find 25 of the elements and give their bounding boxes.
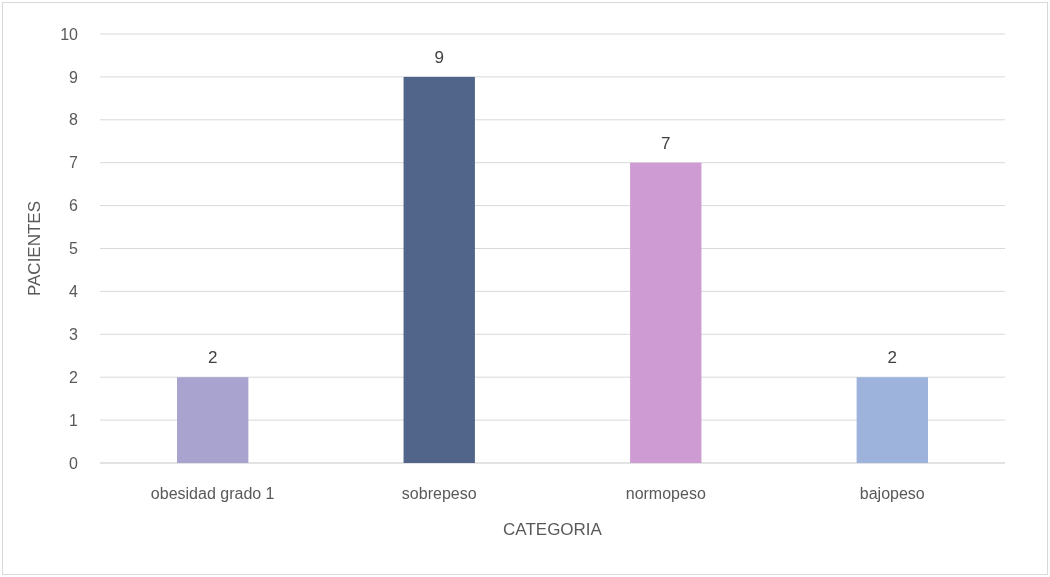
- y-tick-label: 6: [69, 197, 79, 215]
- x-tick-label: bajopeso: [859, 485, 925, 502]
- data-label: 2: [207, 348, 218, 368]
- y-tick-label: 5: [69, 240, 79, 258]
- y-tick-label: 8: [69, 111, 79, 129]
- y-tick-label: 0: [69, 454, 79, 472]
- bar: [177, 377, 249, 463]
- y-tick-label: 1: [69, 411, 79, 429]
- data-label: 2: [887, 348, 898, 368]
- data-label: 9: [434, 47, 444, 67]
- y-axis-title: PACIENTES: [25, 200, 44, 297]
- x-tick-label: sobrepeso: [401, 485, 477, 502]
- x-tick-label: normopeso: [625, 485, 706, 502]
- x-axis-title: CATEGORIA: [503, 520, 603, 539]
- y-tick-label: 2: [69, 368, 79, 386]
- y-tick-label: 10: [60, 25, 79, 43]
- y-tick-label: 3: [69, 325, 79, 343]
- y-tick-label: 9: [69, 68, 79, 86]
- bar: [630, 162, 702, 463]
- bar: [403, 76, 475, 463]
- data-label: 7: [661, 133, 671, 153]
- y-tick-label: 7: [69, 154, 79, 172]
- x-tick-label: obesidad grado 1: [150, 485, 275, 502]
- y-tick-label: 4: [69, 283, 79, 300]
- bar: [856, 377, 928, 463]
